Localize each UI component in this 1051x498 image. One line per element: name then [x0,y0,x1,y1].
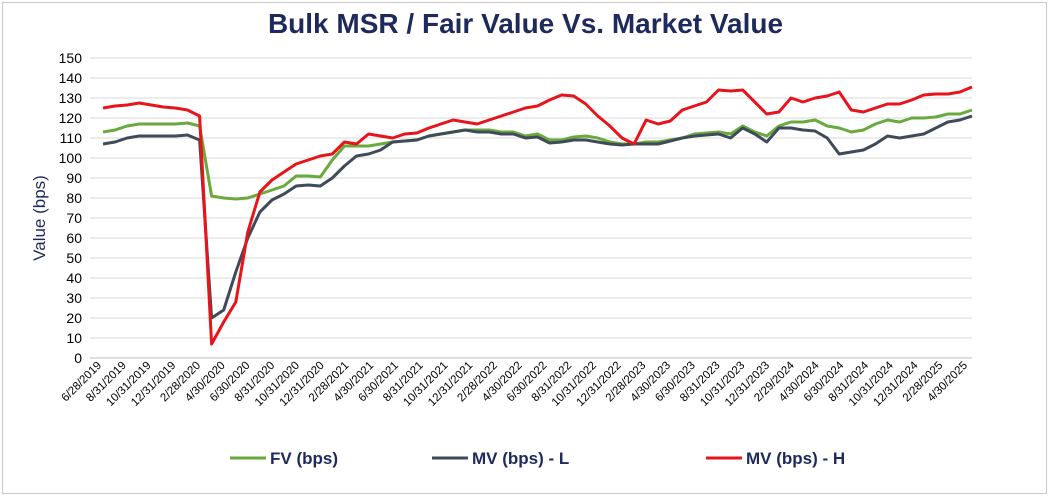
y-axis-ticks: 0 10 20 30 40 50 60 70 80 90 100 110 120 130 140 150 [59,50,83,366]
series-line [102,114,973,320]
y-tick-label: 130 [59,90,83,106]
series-lines [102,85,973,346]
chart-title: Bulk MSR / Fair Value Vs. Market Value [267,8,784,39]
y-tick-label: 40 [66,270,82,286]
y-tick-label: 80 [66,190,82,206]
gridlines [90,57,972,359]
y-tick-label: 0 [74,350,82,366]
legend: FV (bps) MV (bps) - L MV (bps) - H [230,449,845,468]
y-tick-label: 70 [66,210,82,226]
y-tick-label: 20 [66,310,82,326]
y-tick-label: 100 [59,150,83,166]
y-tick-label: 60 [66,230,82,246]
series-line [102,108,973,201]
y-tick-label: 110 [60,130,83,146]
y-axis-label: Value (bps) [30,175,49,261]
legend-label: MV (bps) - L [472,449,569,468]
series-line [102,85,973,346]
y-tick-label: 50 [66,250,82,266]
x-axis-ticks: 6/28/20198/31/201910/31/201912/31/20192/… [59,359,970,409]
legend-label: MV (bps) - H [746,449,845,468]
y-tick-label: 140 [59,70,83,86]
y-tick-label: 90 [66,170,82,186]
y-tick-label: 150 [59,50,83,66]
y-tick-label: 10 [66,330,82,346]
legend-label: FV (bps) [270,449,338,468]
y-tick-label: 120 [59,110,83,126]
y-tick-label: 30 [66,290,82,306]
